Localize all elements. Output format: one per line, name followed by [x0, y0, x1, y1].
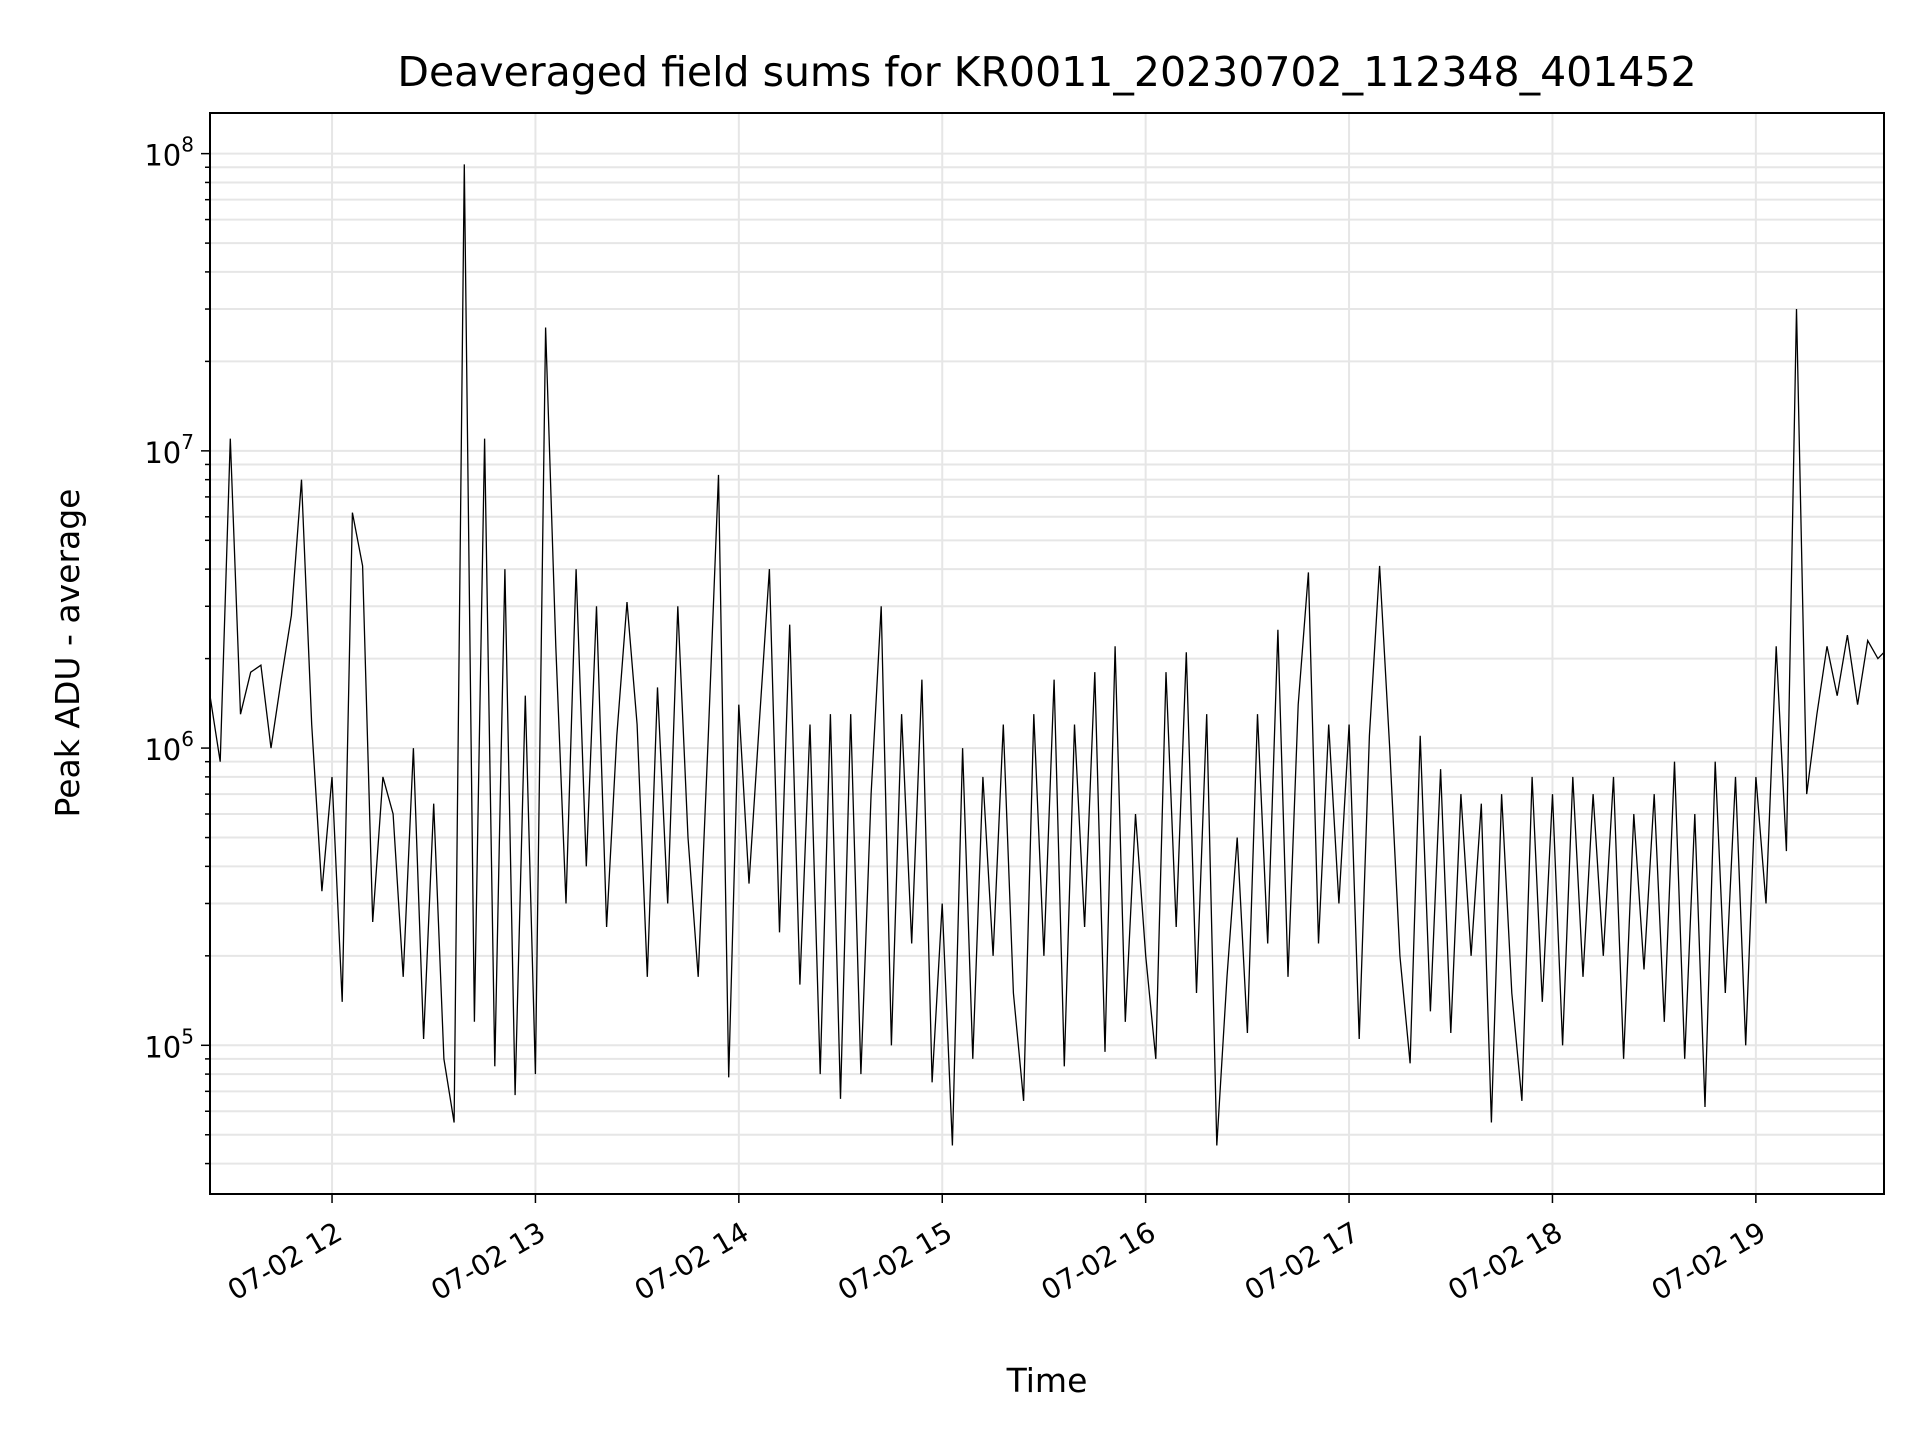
- x-tick-label: 07-02 12: [222, 1215, 348, 1307]
- x-tick-label: 07-02 18: [1442, 1215, 1568, 1307]
- series-line-layer: [209, 164, 1885, 1146]
- series-line: [209, 164, 1885, 1146]
- x-tick-label: 07-02 14: [629, 1215, 755, 1307]
- x-tick-label: 07-02 17: [1239, 1215, 1365, 1307]
- y-tick-label: 108: [144, 133, 194, 173]
- x-tick-label: 07-02 19: [1646, 1215, 1772, 1307]
- x-axis: 07-02 12 07-02 13 07-02 14 07-02 15 07-02 16…: [222, 1194, 1771, 1307]
- x-tick-label: 07-02 13: [425, 1215, 551, 1307]
- x-tick-label: 07-02 16: [1036, 1215, 1162, 1307]
- y-axis: 105 106 107 108: [144, 133, 210, 1165]
- y-tick-label: 105: [144, 1024, 194, 1064]
- x-tick-label: 07-02 15: [832, 1215, 958, 1307]
- y-axis-label: Peak ADU - average: [48, 489, 87, 818]
- x-axis-label: Time: [1006, 1361, 1088, 1400]
- grid: [210, 113, 1884, 1194]
- chart-title: Deaveraged field sums for KR0011_2023070…: [397, 48, 1696, 96]
- plot-frame: [209, 112, 1885, 1195]
- y-tick-label: 107: [144, 430, 194, 470]
- y-tick-label: 106: [144, 727, 194, 767]
